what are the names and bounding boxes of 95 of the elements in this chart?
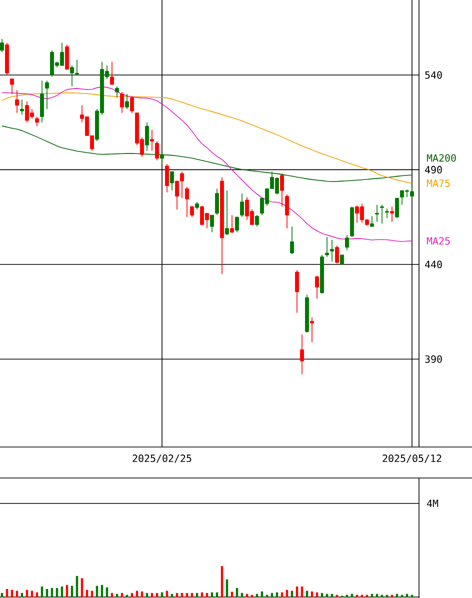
bar [20,592,24,597]
bar [320,592,324,597]
ref-line-label: 4M [427,500,438,507]
candlestick [325,236,329,258]
candlestick [380,204,384,224]
bar [110,592,114,597]
candlestick [235,216,239,233]
candlestick [215,188,219,216]
bar [140,591,144,597]
candlestick [130,95,134,114]
y-tick-label: 440 [425,260,442,268]
text: MA200 [426,154,456,162]
bar [190,592,194,597]
bar [0,592,4,597]
candlestick [300,334,304,375]
candlestick [15,90,19,114]
bar [156,592,158,597]
bar [40,586,44,597]
bar [230,592,234,597]
bar [6,588,8,597]
candlestick [35,116,39,127]
bar [196,592,198,597]
candlestick [160,154,164,166]
candlestick [345,234,349,251]
bar [240,592,244,597]
bar [150,592,154,597]
x-tick-label: 2025/05/12 [382,454,442,463]
candlestick [170,171,174,191]
bar [186,592,188,597]
candlestick [190,205,194,218]
candlestick [370,216,374,227]
bar [56,588,58,597]
y-tick-label: 390 [425,355,442,363]
bar [220,566,224,597]
candlestick [375,204,379,222]
bar [130,592,134,597]
bar [296,586,298,597]
bar [60,586,64,597]
candlestick [20,99,24,116]
candlestick [285,194,289,229]
bar [180,592,184,597]
bar [100,584,104,597]
candlestick [65,44,69,70]
candlestick [290,226,294,254]
bar [80,578,84,597]
candlestick [120,92,124,114]
candlestick [40,80,44,123]
candlestick [390,206,394,222]
bar [176,592,178,597]
bar [66,584,68,597]
candlestick [210,214,214,233]
candlestick [10,78,14,94]
candlestick [115,86,119,98]
candlestick [110,61,114,85]
candlestick [125,94,129,110]
candlestick [335,245,339,264]
bar [146,592,148,597]
candlestick [280,173,284,208]
y-tick-label: 490 [425,166,442,174]
candlestick [185,186,189,218]
candlestick [155,140,159,161]
bar [226,579,228,597]
bar [120,592,124,597]
candlestick [395,198,399,218]
candlestick [225,190,229,236]
candlestick [240,192,244,218]
candlestick [340,254,344,265]
bar [236,588,238,597]
candlestick [150,130,154,152]
candlestick [230,214,234,234]
series-label: MA25 [426,237,450,245]
bar [50,588,54,597]
bar [310,591,314,597]
bar [96,586,98,597]
candlestick [310,317,314,342]
candlestick [315,275,319,299]
bar [70,586,74,597]
bar [260,591,264,597]
candlestick [165,164,169,193]
candlestick [295,270,299,314]
candlestick [45,80,49,110]
y-tick-label: 540 [425,71,442,79]
bar [206,592,208,597]
bar [300,586,304,597]
bar [46,588,48,597]
bar [106,587,108,597]
candlestick [385,208,389,218]
candlestick [330,239,334,262]
series-label: MA75 [426,180,450,187]
bar [270,592,274,597]
candlestick [255,214,259,227]
bar [76,576,78,597]
candlestick [145,122,149,152]
x-tick-label: 2025/02/25 [132,454,192,463]
candlestick [0,38,4,53]
